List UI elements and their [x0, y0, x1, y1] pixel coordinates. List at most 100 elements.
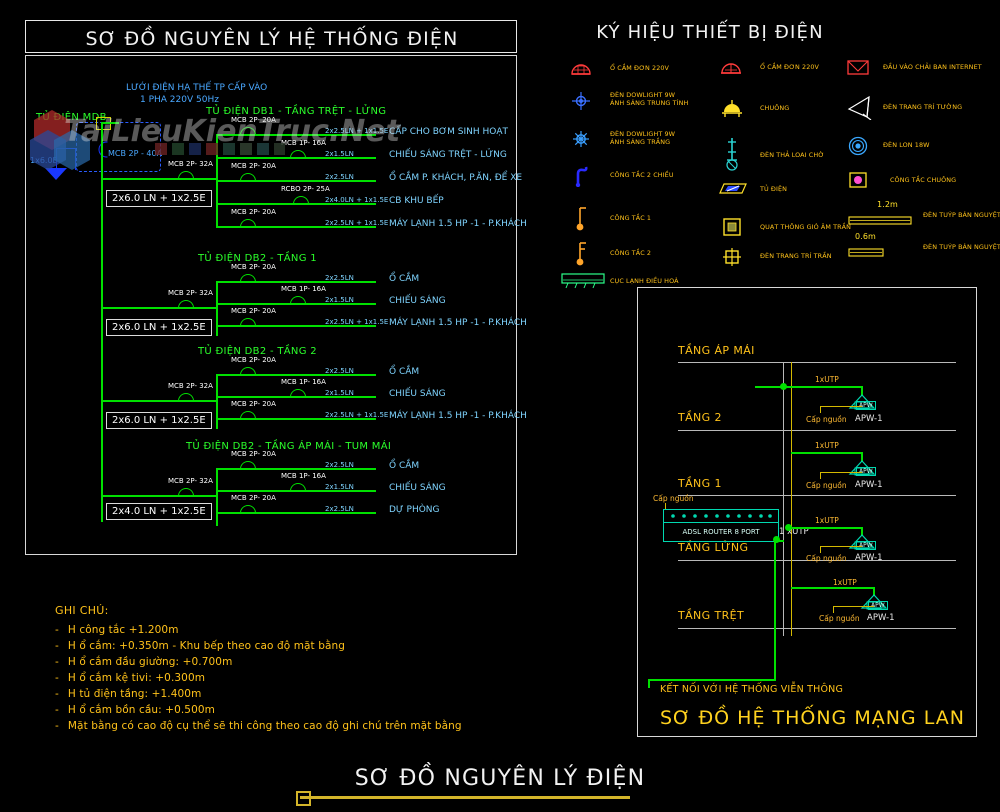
- circuit-breaker-symbol-1-2: [240, 318, 256, 327]
- board-bus-2: [216, 374, 219, 429]
- circuit-cable-2-2: 2x2.5LN + 1x1.5E: [325, 411, 389, 419]
- circuit-breaker-label-1-2: MCB 2P- 20A: [231, 307, 276, 315]
- board-title-0: TỦ ĐIỆN DB1 - TẦNG TRỆT - LỬNG: [206, 106, 387, 117]
- lan-power-label-1: Cấp nguồn: [806, 481, 847, 490]
- lan-cable-label-2: 1xUTP: [815, 516, 839, 525]
- circuit-load-2-2: MÁY LẠNH 1.5 HP -1 - P.KHÁCH: [389, 411, 527, 421]
- lan-branch-drop-0: [861, 386, 864, 396]
- mdb-to-riser: [101, 122, 119, 125]
- schematic-title: SƠ ĐỒ NGUYÊN LÝ HỆ THỐNG ĐIỆN: [85, 28, 459, 50]
- lan-riser-gray: [783, 362, 785, 636]
- circuit-breaker-symbol-0-2: [240, 173, 256, 182]
- notes-heading: GHI CHÚ:: [55, 604, 109, 617]
- legend-label-c1-6: CỤC LẠNH ĐIỀU HOÀ: [610, 277, 679, 285]
- note-bullet-2: -: [55, 656, 59, 668]
- note-item-6: Mặt bằng có cao độ cụ thể sẽ thi công th…: [67, 720, 462, 732]
- lan-floor-line-3: [678, 560, 956, 562]
- notes-list: -H công tắc +1.200m -H ổ cắm: +0.350m - …: [55, 624, 462, 732]
- note-item-4: H tủ điện tầng: +1.400m: [67, 688, 202, 700]
- lan-router-label: ADSL ROUTER 8 PORT: [682, 528, 760, 536]
- circuit-line-2-2: [216, 418, 376, 421]
- lan-branch-3: [791, 587, 874, 590]
- lan-ap-name-0: APW-1: [855, 414, 883, 424]
- bell-switch-icon: [849, 172, 867, 192]
- can-light-18w-icon: [848, 136, 868, 160]
- feeder-line-1: [101, 307, 216, 310]
- downlight-9w-neutral-icon: [572, 92, 590, 114]
- circuit-load-0-4: MÁY LẠNH 1.5 HP -1 - P.KHÁCH: [389, 219, 527, 229]
- lan-power-drop-1: [820, 472, 822, 479]
- bell-icon: [720, 98, 744, 122]
- lan-floor-line-4: [678, 628, 956, 630]
- legend-label-c3-4: ĐÈN TUÝP BÁN NGUYỆT 1M2: [923, 211, 1000, 219]
- circuit-breaker-label-1-1: MCB 1P- 16A: [281, 285, 326, 293]
- circuit-breaker-label-3-0: MCB 2P- 20A: [231, 450, 276, 458]
- note-item-5: H ổ cắm bồn cầu: +0.500m: [67, 704, 215, 716]
- feeder-breaker-symbol-2: [178, 393, 194, 402]
- feeder-line-0: [101, 178, 216, 181]
- pendant-lamp-icon: [724, 138, 740, 176]
- tube-light-1200-icon: [848, 210, 912, 229]
- circuit-cable-0-2: 2x2.5LN: [325, 173, 354, 181]
- feeder-breaker-label-2: MCB 2P- 32A: [168, 382, 213, 390]
- lan-ap-badge-1: APW: [856, 467, 876, 476]
- lan-bottom-note: KẾT NỐI VỚI HỆ THỐNG VIỄN THÔNG: [660, 684, 844, 695]
- supply-source-line1: LƯỚI ĐIỆN HẠ THẾ TP CẤP VÀO: [126, 83, 268, 93]
- legend-label-c2-1: CHUÔNG: [760, 104, 790, 112]
- legend-label-c2-5: ĐÈN TRANG TRÍ TRẦN: [760, 252, 832, 260]
- board-title-1: TỦ ĐIỆN DB2 - TẦNG 1: [198, 253, 317, 264]
- circuit-breaker-label-2-1: MCB 1P- 16A: [281, 378, 326, 386]
- tube-light-1200-size: 1.2m: [877, 200, 898, 209]
- note-item-2: H ổ cắm đầu giường: +0.700m: [67, 656, 233, 668]
- switch-2way-icon: [574, 165, 590, 191]
- lan-telecom-riser: [774, 540, 777, 680]
- note-bullet-3: -: [55, 672, 59, 684]
- legend-label-c1-4: CÔNG TẮC 1: [610, 214, 652, 222]
- board-bus-1: [216, 281, 219, 336]
- legend-title: KÝ HIỆU THIẾT BỊ ĐIỆN: [596, 22, 824, 43]
- lan-ap-badge-0: APW: [856, 401, 876, 410]
- circuit-load-1-0: Ổ CẮM: [389, 274, 420, 284]
- circuit-cable-1-2: 2x2.5LN + 1x1.5E: [325, 318, 389, 326]
- lan-power-line-0: [820, 406, 862, 408]
- circuit-load-0-0: CẤP CHO BƠM SINH HOẠT: [389, 127, 508, 137]
- distribution-board-icon: [718, 182, 748, 201]
- circuit-cable-0-0: 2x2.5LN + 1x1.5E: [325, 127, 389, 135]
- lan-branch-drop-3: [873, 587, 876, 596]
- board-title-3: TỦ ĐIỆN DB2 - TẦNG ÁP MÁI - TUM MÁI: [186, 441, 392, 452]
- lan-power-drop-0: [820, 406, 822, 413]
- legend-label-c2-4: QUẠT THÔNG GIÓ ÂM TRẦN: [760, 223, 852, 231]
- earth-ground-icon: [45, 168, 67, 180]
- feeder-cable-3: 2x4.0 LN + 1x2.5E: [106, 503, 212, 520]
- circuit-line-0-4: [216, 226, 376, 229]
- lan-title: SƠ ĐỒ HỆ THỐNG MẠNG LAN: [660, 707, 965, 729]
- board-bus-3: [216, 468, 219, 526]
- circuit-load-3-1: CHIẾU SÁNG: [389, 483, 446, 493]
- schematic-panel: [25, 55, 517, 555]
- circuit-load-0-2: Ổ CẮM P. KHÁCH, P.ĂN, ĐỂ XE: [389, 173, 523, 183]
- lan-floor-label-2: TẦNG 1: [678, 477, 722, 490]
- legend-label-c2-2: ĐÈN THẢ LOAI CHỜ: [760, 151, 825, 159]
- feeder-breaker-label-1: MCB 2P- 32A: [168, 289, 213, 297]
- legend-label-c1-0: Ổ CẮM ĐƠN 220V: [610, 64, 670, 72]
- lan-floor-line-2: [678, 495, 956, 497]
- lan-node-router: [773, 536, 780, 543]
- downlight-9w-white-icon: [572, 130, 590, 152]
- lan-floor-line-1: [678, 430, 956, 432]
- note-item-3: H ổ cắm kệ tivi: +0.300m: [67, 672, 206, 684]
- circuit-breaker-symbol-2-1: [290, 389, 306, 398]
- lan-riser-yellow: [791, 362, 793, 636]
- lan-branch-drop-1: [861, 452, 864, 462]
- feeder-breaker-label-0: MCB 2P- 32A: [168, 160, 213, 168]
- circuit-load-1-2: MÁY LẠNH 1.5 HP -1 - P.KHÁCH: [389, 318, 527, 328]
- feeder-cable-2: 2x6.0 LN + 1x2.5E: [106, 412, 212, 429]
- circuit-load-0-3: CB KHU BẾP: [389, 196, 444, 206]
- circuit-breaker-symbol-2-2: [240, 411, 256, 420]
- lan-floor-label-0: TẦNG ÁP MÁI: [678, 344, 755, 357]
- lan-power-line-3: [833, 606, 874, 608]
- title-underline-marker: [296, 791, 311, 806]
- circuit-breaker-symbol-3-0: [240, 461, 256, 470]
- lan-branch-0: [755, 386, 862, 389]
- circuit-breaker-symbol-1-0: [240, 274, 256, 283]
- lan-router-device: ADSL ROUTER 8 PORT: [663, 509, 779, 542]
